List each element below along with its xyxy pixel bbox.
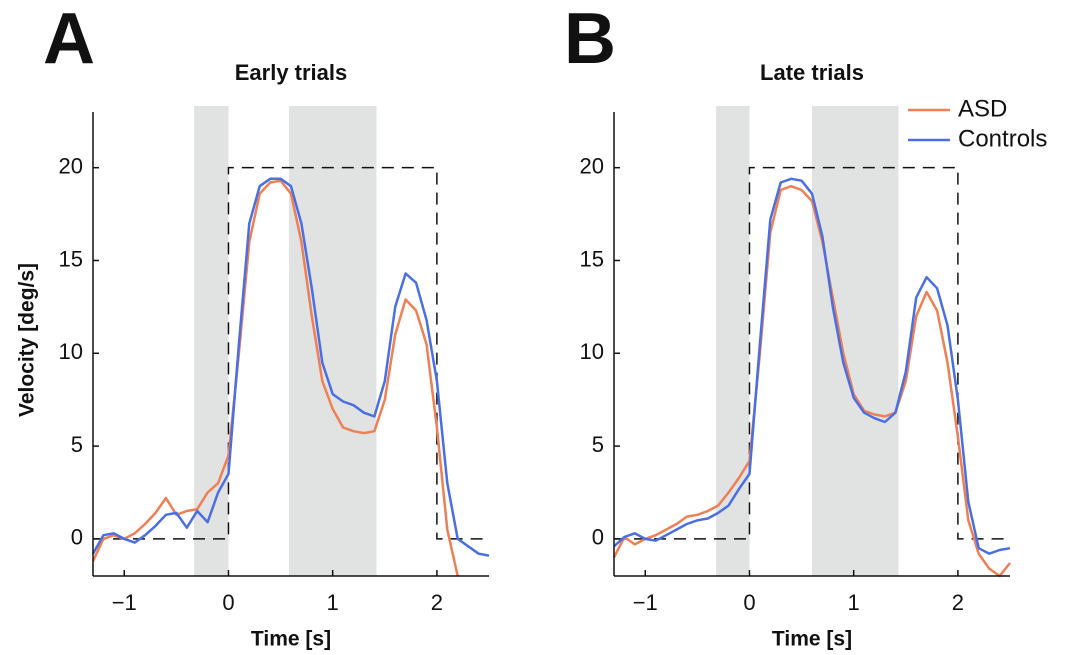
series-line: [91, 179, 459, 577]
y-tick-label: 0: [592, 525, 604, 550]
series-line: [613, 177, 1011, 555]
y-axis-label: Velocity [deg/s]: [16, 263, 39, 417]
y-tick-label: 20: [59, 153, 83, 178]
panel-label: B: [564, 0, 616, 79]
series-line: [91, 177, 490, 557]
x-tick-label: 1: [327, 590, 339, 615]
x-axis-label: Time [s]: [251, 628, 331, 651]
panel-label: A: [43, 0, 95, 79]
legend-label: Controls: [958, 125, 1047, 152]
shaded-region: [812, 106, 899, 576]
shaded-region: [716, 106, 750, 576]
series-line: [612, 184, 1011, 578]
x-tick-label: −1: [112, 590, 137, 615]
legend-label: ASD: [958, 95, 1007, 122]
x-tick-label: 2: [952, 590, 964, 615]
y-tick-label: 20: [580, 153, 604, 178]
reference-profile: [614, 166, 1010, 540]
y-tick-label: 10: [580, 339, 604, 364]
shaded-region: [194, 106, 229, 576]
x-tick-label: 0: [222, 590, 234, 615]
chart-title: Late trials: [760, 60, 864, 85]
y-tick-label: 15: [580, 246, 604, 271]
y-tick-label: 15: [59, 246, 83, 271]
y-tick-label: 10: [59, 339, 83, 364]
x-tick-label: 2: [431, 590, 443, 615]
chart-title: Early trials: [235, 60, 348, 85]
y-tick-label: 5: [71, 432, 83, 457]
x-tick-label: 1: [848, 590, 860, 615]
shaded-region: [288, 106, 377, 576]
y-tick-label: 0: [71, 525, 83, 550]
x-axis-label: Time [s]: [772, 628, 852, 651]
y-tick-label: 5: [592, 432, 604, 457]
x-tick-label: −1: [633, 590, 658, 615]
x-tick-label: 0: [743, 590, 755, 615]
reference-profile: [93, 166, 489, 540]
